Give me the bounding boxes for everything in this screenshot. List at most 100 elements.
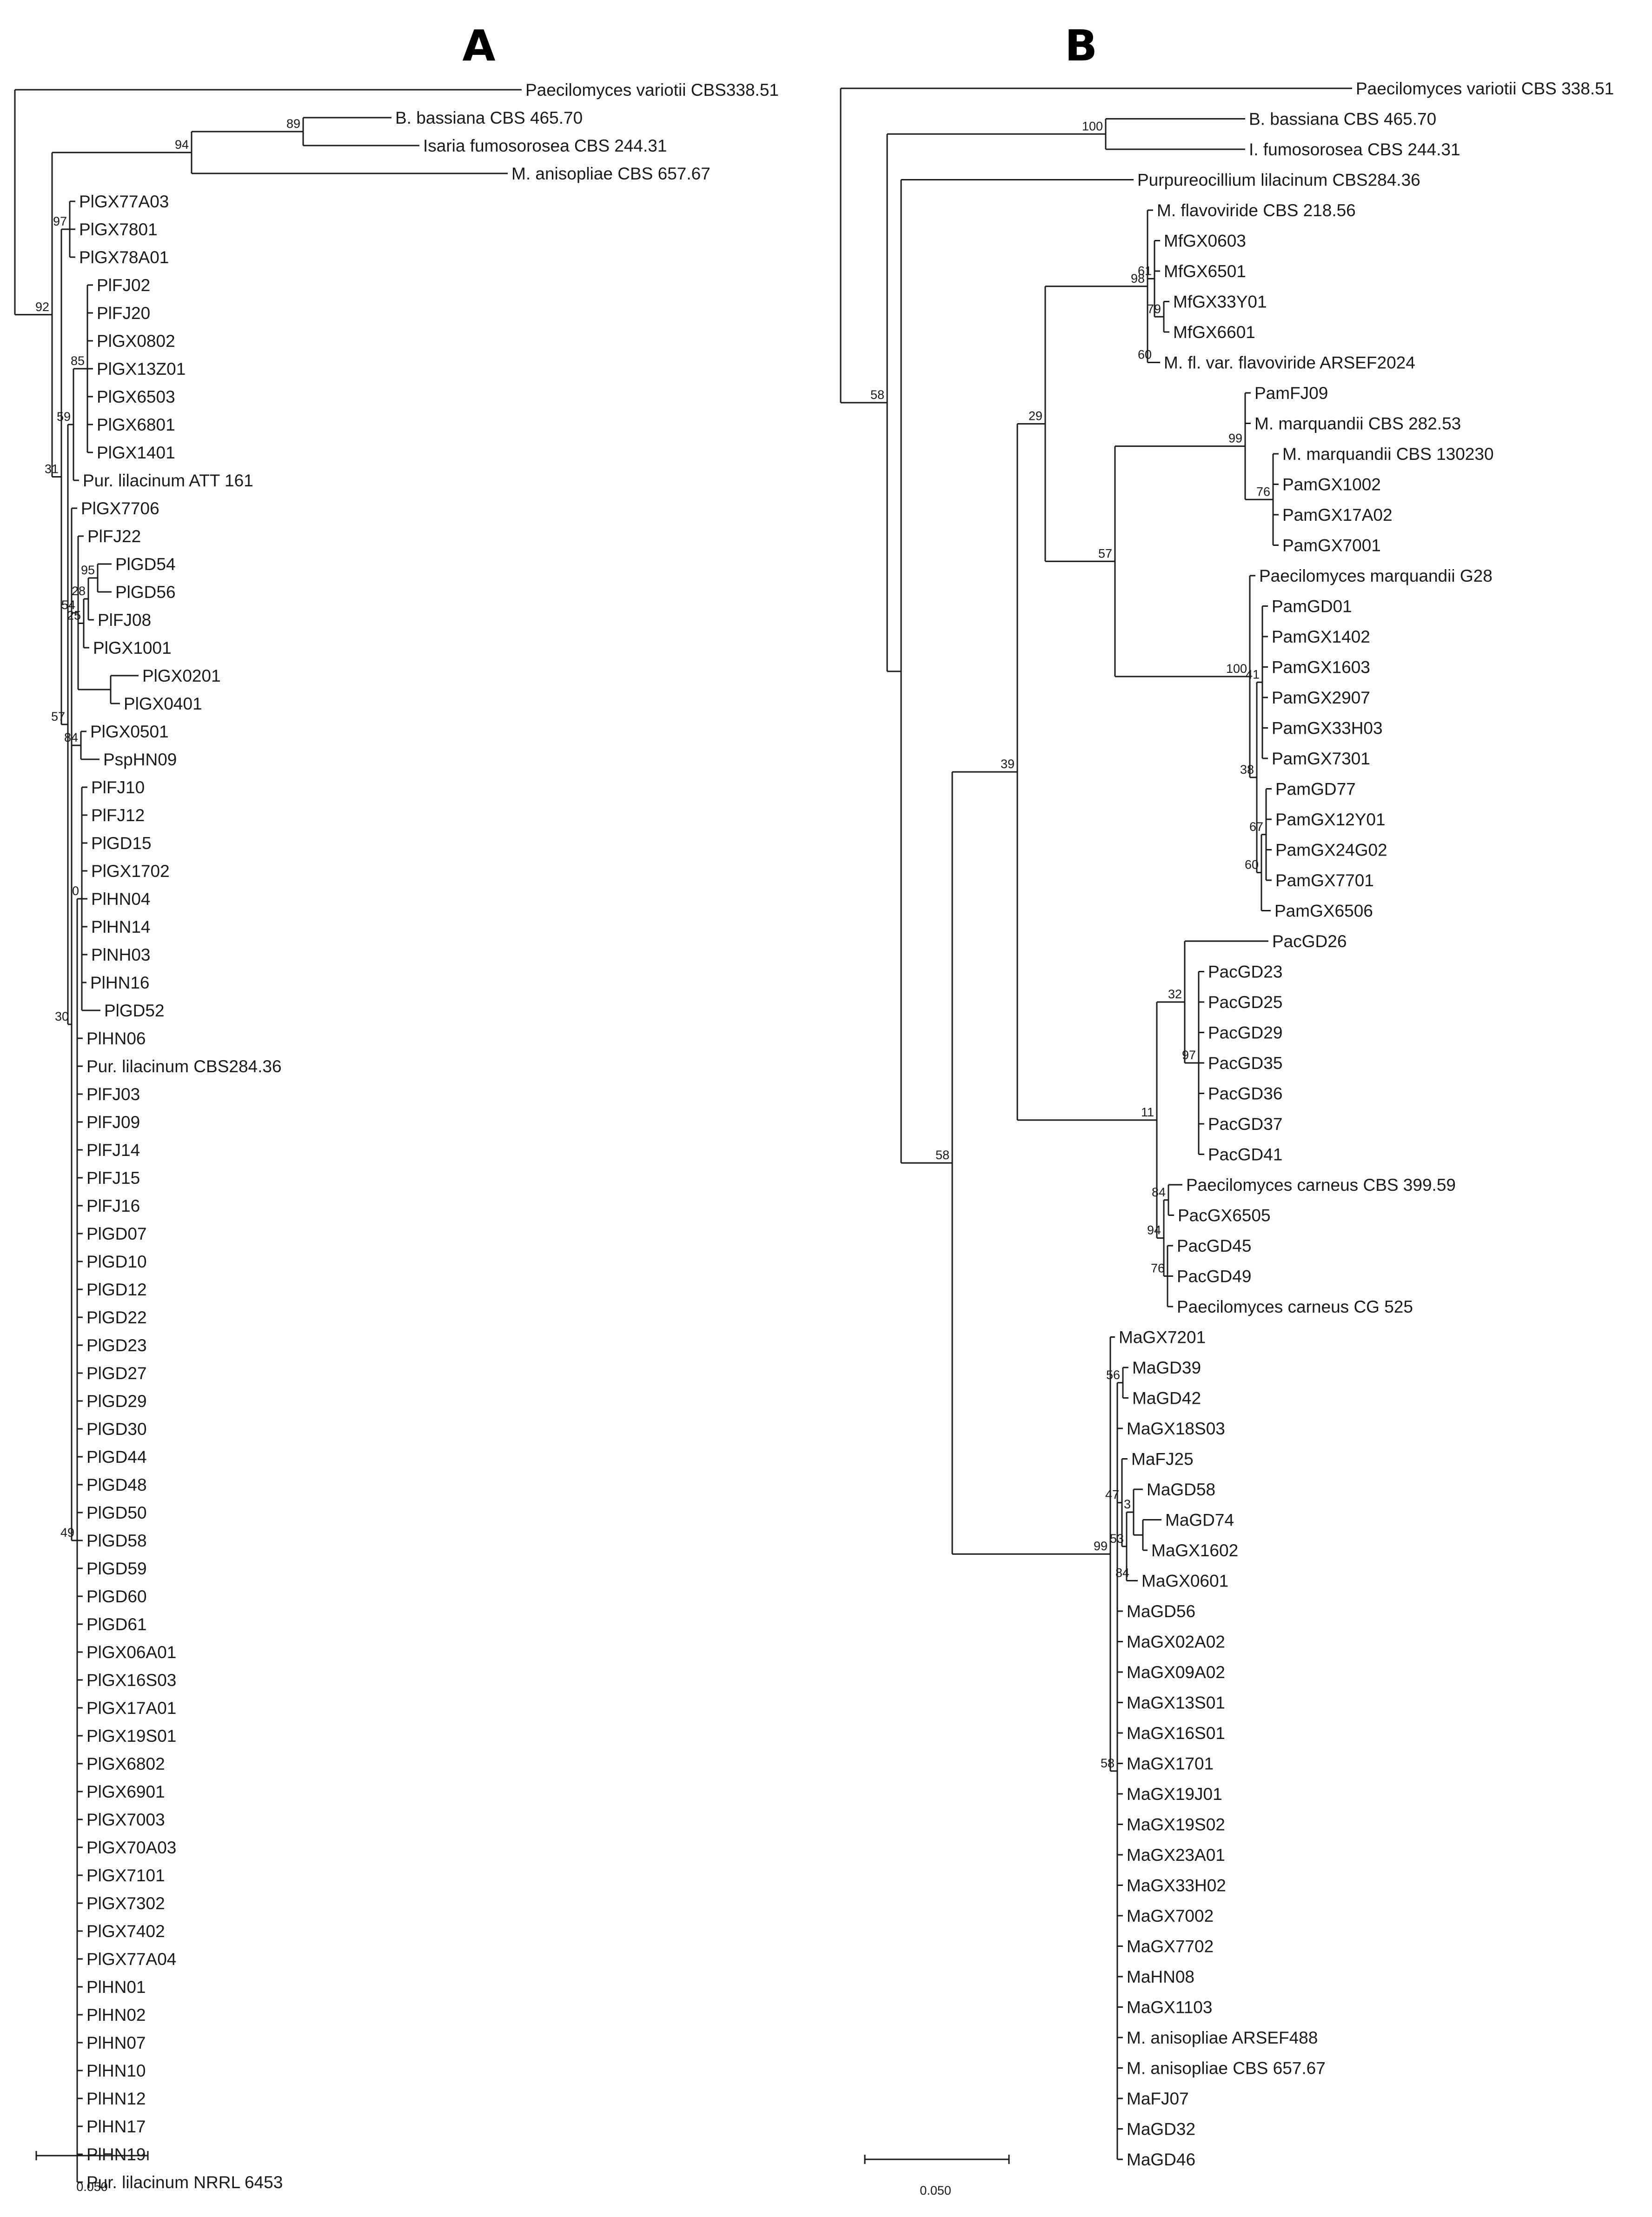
taxon-label-a-55: PlGD61: [86, 1615, 147, 1634]
taxon-label-b-39: PacGD49: [1177, 1267, 1251, 1286]
scale-bar-b: 0.050: [864, 2155, 1010, 2197]
taxon-label-a-40: PlFJ16: [86, 1196, 140, 1215]
taxon-label-a-61: PlGX6901: [86, 1782, 165, 1801]
bootstrap-value: 53: [1110, 1532, 1124, 1546]
taxon-label-b-40: Paecilomyces carneus CG 525: [1177, 1297, 1413, 1316]
taxon-label-a-56: PlGX06A01: [86, 1643, 176, 1662]
taxon-label-a-30: PlHN14: [91, 917, 151, 936]
tree-b-branches: [840, 87, 1352, 2160]
taxon-label-a-43: PlGD12: [86, 1280, 147, 1299]
taxon-label-a-9: PlGX0802: [97, 332, 175, 351]
bootstrap-value: 11: [1141, 1105, 1154, 1119]
taxon-label-a-24: PspHN09: [103, 750, 177, 769]
taxon-label-b-25: PamGX24G02: [1275, 841, 1387, 860]
taxon-label-b-49: MaGX0601: [1141, 1572, 1228, 1591]
taxon-label-b-41: MaGX7201: [1119, 1328, 1206, 1347]
taxon-label-a-20: PlGX1001: [93, 638, 172, 657]
taxon-label-b-55: MaGX1701: [1127, 1754, 1214, 1773]
bootstrap-value: 67: [1249, 820, 1263, 834]
taxon-label-a-14: Pur. lilacinum ATT 161: [83, 471, 253, 490]
taxon-label-b-16: Paecilomyces marquandii G28: [1259, 566, 1493, 585]
bootstrap-value: 39: [1001, 757, 1015, 771]
taxon-label-a-17: PlGD54: [115, 555, 176, 574]
taxon-label-a-6: PlGX78A01: [79, 248, 169, 267]
taxon-label-b-13: PamGX1002: [1282, 475, 1381, 494]
taxon-label-a-72: PlHN12: [86, 2089, 146, 2108]
bootstrap-value: 89: [286, 117, 300, 131]
taxon-label-b-2: I. fumosorosea CBS 244.31: [1249, 140, 1460, 159]
scale-bar-label-b: 0.050: [920, 2184, 951, 2197]
taxon-label-b-22: PamGX7301: [1272, 749, 1370, 768]
taxon-label-a-71: PlHN10: [86, 2061, 146, 2080]
panel-label-a: A: [462, 21, 495, 71]
taxon-label-a-0: Paecilomyces variotii CBS338.51: [525, 80, 779, 100]
bootstrap-value: 100: [1082, 119, 1103, 133]
scale-bar-a: 0.050: [35, 2151, 149, 2194]
bootstrap-value: 54: [61, 598, 75, 612]
taxon-label-b-21: PamGX33H03: [1272, 719, 1383, 738]
taxon-label-a-64: PlGX7101: [86, 1866, 165, 1885]
taxon-label-b-19: PamGX1603: [1272, 658, 1370, 677]
taxon-label-b-46: MaGD58: [1147, 1480, 1215, 1499]
bootstrap-value: 99: [1228, 431, 1242, 445]
taxon-label-b-33: PacGD36: [1208, 1084, 1282, 1103]
taxon-label-a-66: PlGX7402: [86, 1922, 165, 1941]
taxon-label-a-16: PlFJ22: [87, 527, 141, 546]
bootstrap-value: 60: [1245, 858, 1259, 872]
bootstrap-value: 49: [60, 1526, 74, 1540]
taxon-label-b-61: MaGX7702: [1127, 1937, 1214, 1956]
taxon-label-b-65: M. anisopliae CBS 657.67: [1127, 2059, 1326, 2078]
tree-panel-a: A Paecilomyces variotii CBS338.51 92 94 89 B…: [14, 21, 779, 2194]
taxon-label-a-33: PlGD52: [104, 1001, 165, 1020]
taxon-label-a-21: PlGX0201: [142, 666, 221, 685]
taxon-label-b-14: PamGX17A02: [1282, 505, 1393, 524]
taxon-label-a-46: PlGD27: [86, 1364, 147, 1383]
bootstrap-value: 95: [81, 563, 95, 577]
taxon-label-b-11: M. marquandii CBS 282.53: [1254, 414, 1461, 433]
taxon-label-a-29: PlHN04: [91, 889, 151, 909]
taxon-label-b-59: MaGX33H02: [1127, 1876, 1226, 1895]
bootstrap-value: 84: [1115, 1566, 1129, 1580]
bootstrap-value: 97: [53, 214, 67, 228]
taxon-label-b-24: PamGX12Y01: [1275, 810, 1386, 829]
taxon-label-a-65: PlGX7302: [86, 1894, 165, 1913]
taxon-label-b-17: PamGD01: [1272, 597, 1352, 616]
taxon-label-a-4: PlGX77A03: [79, 192, 169, 211]
taxon-label-a-53: PlGD59: [86, 1559, 147, 1578]
bootstrap-value: 56: [1106, 1368, 1120, 1382]
taxon-label-a-51: PlGD50: [86, 1503, 147, 1522]
taxon-label-b-62: MaHN08: [1127, 1967, 1194, 1986]
taxon-label-b-63: MaGX1103: [1127, 1998, 1212, 2017]
bootstrap-value: 31: [45, 462, 59, 476]
taxon-label-a-75: Pur. lilacinum NRRL 6453: [86, 2173, 283, 2192]
taxon-label-a-23: PlGX0501: [90, 722, 169, 741]
bootstrap-value: 97: [1182, 1048, 1196, 1062]
bootstrap-value: 41: [1246, 667, 1260, 681]
taxon-label-a-3: M. anisopliae CBS 657.67: [511, 164, 710, 183]
taxon-label-a-31: PlNH03: [91, 945, 151, 964]
taxon-label-a-67: PlGX77A04: [86, 1950, 176, 1969]
taxon-label-b-50: MaGD56: [1127, 1602, 1195, 1621]
taxon-label-b-23: PamGD77: [1275, 780, 1356, 799]
taxon-label-b-1: B. bassiana CBS 465.70: [1249, 110, 1436, 129]
taxon-label-b-66: MaFJ07: [1127, 2089, 1189, 2108]
taxon-label-a-49: PlGD44: [86, 1447, 147, 1467]
taxon-label-b-18: PamGX1402: [1272, 627, 1370, 646]
taxon-label-b-26: PamGX7701: [1275, 871, 1374, 890]
tree-panel-b: B Paecilomyces variotii CBS 338.51 58 100 B…: [840, 21, 1614, 2197]
tree-a-branches: [14, 89, 522, 2183]
bootstrap-value: 29: [1028, 409, 1042, 423]
taxon-label-a-7: PlFJ02: [97, 276, 150, 295]
taxon-label-b-4: M. flavoviride CBS 218.56: [1157, 201, 1356, 220]
taxon-label-a-28: PlGX1702: [91, 862, 170, 881]
taxon-label-a-54: PlGD60: [86, 1587, 147, 1606]
taxon-label-a-44: PlGD22: [86, 1308, 147, 1327]
bootstrap-value: 60: [1138, 348, 1152, 362]
bootstrap-value: 3: [1124, 1497, 1131, 1511]
bootstrap-value: 98: [1131, 272, 1145, 285]
taxon-label-b-5: MfGX0603: [1164, 232, 1246, 251]
taxon-label-b-56: MaGX19J01: [1127, 1785, 1222, 1804]
taxon-label-b-52: MaGX09A02: [1127, 1663, 1225, 1682]
taxon-label-b-38: PacGD45: [1177, 1236, 1251, 1255]
taxon-label-b-68: MaGD46: [1127, 2150, 1195, 2169]
